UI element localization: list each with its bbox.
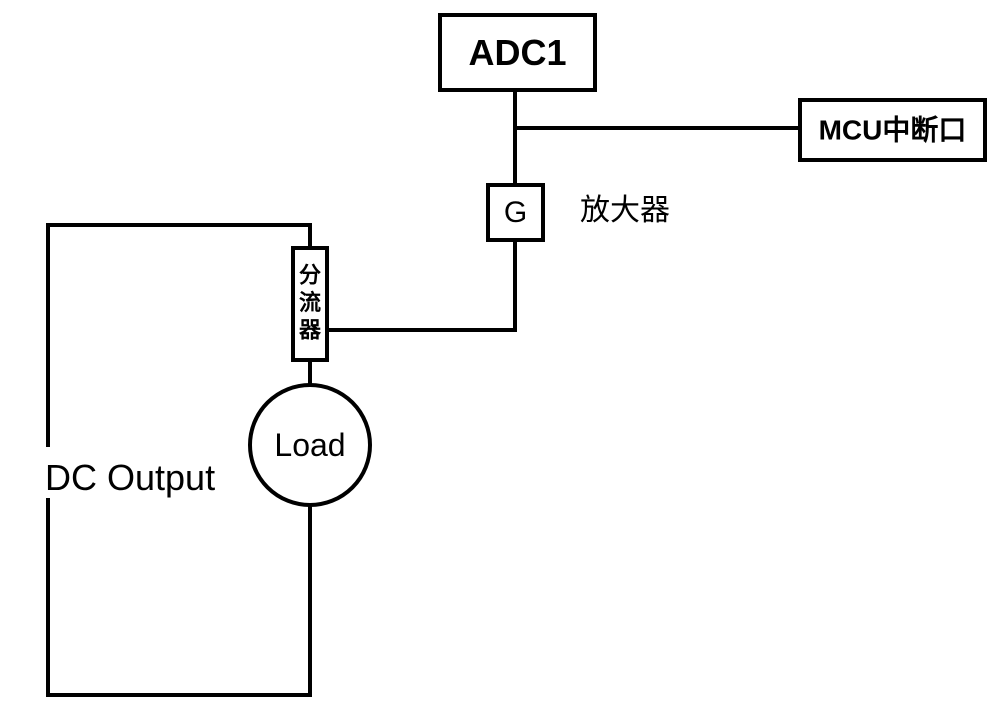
shunt-block: 分流器	[293, 248, 327, 360]
shunt-label: 分流器	[298, 263, 322, 343]
adc1-label: ADC1	[468, 32, 566, 73]
load-label: Load	[274, 427, 345, 463]
adc1-block: ADC1	[440, 15, 595, 90]
amplifier-g-block: G	[488, 185, 543, 240]
load-block: Load	[250, 385, 370, 505]
connection-lines	[48, 90, 800, 695]
dc-output-label: DC Output	[45, 457, 215, 498]
amplifier-text-label: 放大器	[580, 194, 670, 227]
amplifier-g-label: G	[504, 196, 527, 229]
mcu-interrupt-label: MCU中断口	[819, 114, 967, 146]
mcu-interrupt-block: MCU中断口	[800, 100, 985, 160]
circuit-diagram: ADC1 MCU中断口 G 放大器 分流器 Load DC Output	[0, 0, 1000, 725]
